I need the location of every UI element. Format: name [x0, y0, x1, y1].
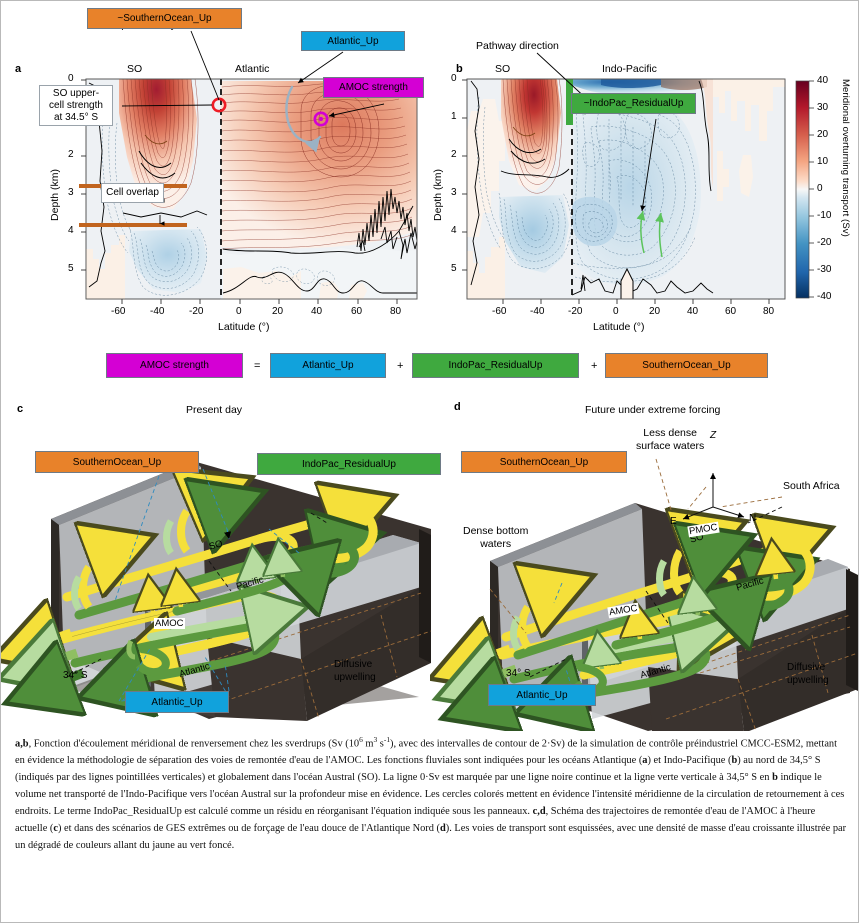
figure-caption: a,b, Fonction d'écoulement méridional de… — [15, 735, 847, 851]
colorbar-title: Meridional overturning transport (Sv) — [840, 79, 851, 237]
panel-d-latitude-marker: 34° S — [506, 668, 531, 679]
panel-letter-c: c — [17, 403, 24, 415]
panel-b-xtick-60: 60 — [725, 306, 737, 317]
cbar-tick-20: 20 — [817, 129, 829, 140]
amoc-strength-marker — [313, 111, 329, 127]
tag-indopac-residualup-tilde[interactable]: ~IndoPac_ResidualUp — [571, 93, 696, 114]
panel-a-xtick-60: 60 — [351, 306, 363, 317]
tag-southernocean-up-c[interactable]: SouthernOcean_Up — [35, 451, 199, 473]
eq-term-southernocean-up[interactable]: SouthernOcean_Up — [605, 353, 768, 378]
panel-a-ytick-2: 2 — [68, 149, 74, 160]
panel-b-xtick--60: -60 — [492, 306, 507, 317]
tag-southern-ocean-up-tilde[interactable]: ~SouthernOcean_Up — [87, 8, 242, 29]
tag-indopac-residualup-c[interactable]: IndoPac_ResidualUp — [257, 453, 441, 475]
cbar-tick--10: -10 — [817, 210, 832, 221]
tag-atlantic-up-c[interactable]: Atlantic_Up — [125, 691, 229, 713]
cbar-tick-30: 30 — [817, 102, 829, 113]
panel-letter-d: d — [454, 401, 461, 413]
panel-b-region-indopacific: Indo-Pacific — [602, 63, 657, 75]
callout-pathway-direction: Pathway direction — [476, 40, 559, 52]
panel-a-y-axis-title: Depth (km) — [49, 169, 61, 221]
panel-a-xtick--40: -40 — [150, 306, 165, 317]
panel-b-ytick-2: 2 — [451, 149, 457, 160]
callout-cell-overlap: Cell overlap — [101, 183, 164, 203]
panel-c-latitude-marker: 34° S — [63, 670, 88, 681]
panel-d-dense-bottom-waters: Dense bottom waters — [463, 525, 529, 551]
cbar-tick--20: -20 — [817, 237, 832, 248]
panel-a-region-atlantic: Atlantic — [235, 63, 270, 75]
compass-n-label: N — [749, 513, 757, 524]
callout-so-upper-cell: SO upper-cell strength at 34.5° S — [39, 85, 113, 127]
panel-b-y-axis-title: Depth (km) — [432, 169, 444, 221]
compass-e-label: E — [670, 516, 677, 527]
eq-plus-sign-2: + — [591, 360, 598, 372]
cbar-tick-0: 0 — [817, 183, 823, 194]
panel-d-south-africa: South Africa — [783, 480, 840, 492]
panel-b-xtick-80: 80 — [763, 306, 775, 317]
compass-z-label: Z — [710, 430, 717, 441]
tag-atlantic-up-a[interactable]: Atlantic_Up — [301, 31, 405, 51]
panel-d-less-dense-surface-waters: Less dense surface waters — [636, 427, 705, 453]
so-upper-cell-marker — [211, 97, 227, 113]
panel-b-ytick-0: 0 — [451, 73, 457, 84]
panel-a-xtick-20: 20 — [272, 306, 284, 317]
panel-a-xtick--20: -20 — [189, 306, 204, 317]
panel-letter-a: a — [15, 63, 22, 75]
panel-a-xtick--60: -60 — [111, 306, 126, 317]
panel-b-xtick--20: -20 — [568, 306, 583, 317]
panel-c-schematic — [1, 461, 432, 721]
indopac-transport-bar — [566, 79, 573, 125]
panel-b-ytick-5: 5 — [451, 263, 457, 274]
cbar-tick--40: -40 — [817, 291, 832, 302]
tag-amoc-strength[interactable]: AMOC strength — [323, 77, 424, 98]
panel-d-title: Future under extreme forcing — [585, 404, 721, 416]
tag-atlantic-up-d[interactable]: Atlantic_Up — [488, 684, 596, 706]
panel-a-region-so: SO — [127, 63, 143, 75]
eq-lhs-amoc-strength[interactable]: AMOC strength — [106, 353, 243, 378]
panel-c-diffusive-upwelling: Diffusive upwelling — [334, 659, 376, 683]
cbar-tick--30: -30 — [817, 264, 832, 275]
panel-a-b-plots — [79, 30, 814, 304]
panel-c-label-amoc: AMOC — [154, 618, 185, 629]
panel-b-xtick-0: 0 — [613, 306, 619, 317]
panel-d-diffusive-upwelling: Diffusive upwelling — [787, 662, 829, 686]
panel-a-xtick-0: 0 — [236, 306, 242, 317]
panel-b-ytick-3: 3 — [451, 187, 457, 198]
cbar-tick-40: 40 — [817, 75, 829, 86]
panel-a-ytick-4: 4 — [68, 225, 74, 236]
eq-term-atlantic-up[interactable]: Atlantic_Up — [270, 353, 386, 378]
panel-b-region-so: SO — [495, 63, 511, 75]
cell-overlap-bar-bottom — [79, 223, 187, 227]
eq-equals-sign: = — [254, 360, 261, 372]
panel-letter-b: b — [456, 63, 463, 75]
panel-b-xtick-40: 40 — [687, 306, 699, 317]
panel-a-xtick-40: 40 — [311, 306, 323, 317]
eq-term-indopac-residualup[interactable]: IndoPac_ResidualUp — [412, 353, 579, 378]
colorbar-gradient — [795, 80, 810, 299]
panel-b-ytick-4: 4 — [451, 225, 457, 236]
panel-a-x-axis-title: Latitude (°) — [218, 321, 270, 333]
panel-a-ytick-5: 5 — [68, 263, 74, 274]
panel-b-ytick-1: 1 — [451, 111, 457, 122]
panel-b-xtick-20: 20 — [649, 306, 661, 317]
panel-a-xtick-80: 80 — [390, 306, 402, 317]
panel-c-title: Present day — [186, 404, 243, 416]
panel-a-ytick-0: 0 — [68, 73, 74, 84]
panel-b-xtick--40: -40 — [530, 306, 545, 317]
tag-southernocean-up-d[interactable]: SouthernOcean_Up — [461, 451, 627, 473]
panel-a-ytick-3: 3 — [68, 187, 74, 198]
eq-plus-sign-1: + — [397, 360, 404, 372]
cbar-tick-10: 10 — [817, 156, 829, 167]
panel-b-x-axis-title: Latitude (°) — [593, 321, 645, 333]
